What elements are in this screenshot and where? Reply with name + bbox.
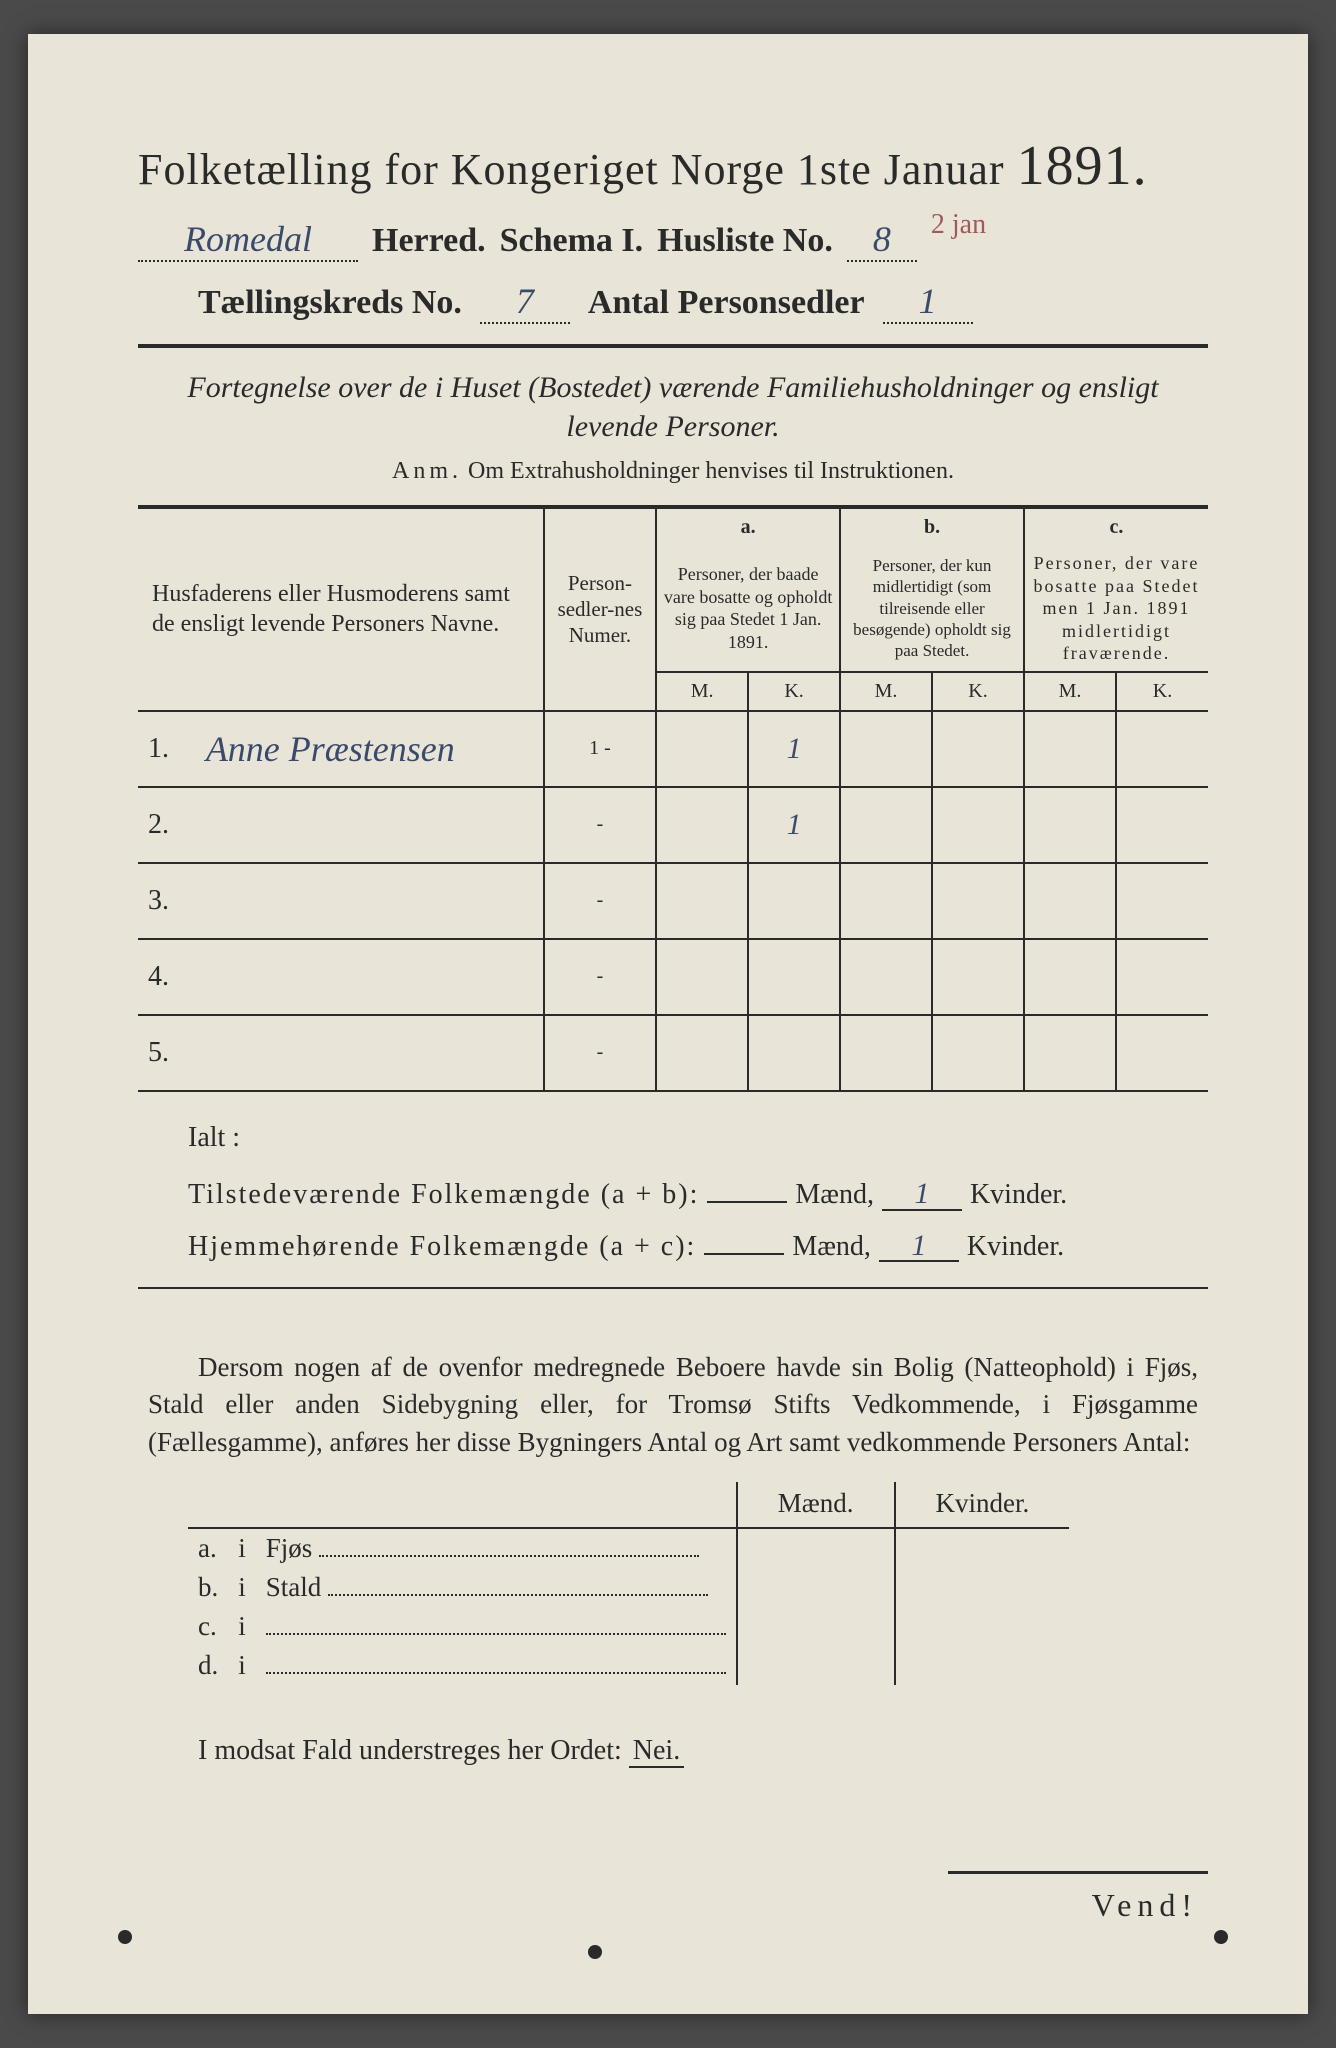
building-paragraph: Dersom nogen af de ovenfor medregnede Be…	[148, 1349, 1198, 1462]
title-year: 1891.	[1017, 135, 1148, 197]
herred-value: Romedal	[184, 219, 312, 259]
antal-value: 1	[919, 281, 937, 321]
th-c-m: M.	[1024, 672, 1116, 711]
anm-text: Om Extrahusholdninger henvises til Instr…	[468, 458, 954, 484]
kreds-value: 7	[516, 281, 534, 321]
husliste-label: Husliste No.	[657, 222, 833, 260]
main-title: Folketælling for Kongeriget Norge 1ste J…	[138, 134, 1208, 198]
vend-label: Vend!	[1092, 1887, 1198, 1924]
building-row: c.i	[188, 1607, 1069, 1646]
th-b-k: K.	[932, 672, 1024, 711]
th-a-text: Personer, der baade vare bosatte og opho…	[656, 546, 840, 672]
herred-label: Herred.	[372, 222, 486, 260]
anm-label: Anm.	[392, 458, 462, 484]
vend-rule	[948, 1871, 1208, 1874]
th-c-label: c.	[1024, 507, 1208, 546]
building-row: a.iFjøs	[188, 1528, 1069, 1568]
th-a-label: a.	[656, 507, 840, 546]
divider	[138, 344, 1208, 348]
nei-word: Nei.	[629, 1735, 684, 1768]
kreds-label: Tællingskreds No.	[198, 284, 462, 322]
punch-hole	[588, 1945, 602, 1959]
title-text: Folketælling for Kongeriget Norge 1ste J…	[138, 145, 1005, 194]
kreds-line: Tællingskreds No. 7 Antal Personsedler 1	[138, 280, 1208, 324]
antal-label: Antal Personsedler	[588, 284, 865, 322]
kvinder-label: Kvinder.	[970, 1179, 1067, 1211]
table-row: 3.-	[138, 863, 1208, 939]
th-c-text: Personer, der vare bosatte paa Stedet me…	[1024, 546, 1208, 672]
husliste-annotation: 2 jan	[931, 209, 986, 241]
th-b-text: Personer, der kun midlertidigt (som tilr…	[840, 546, 1024, 672]
ialt-label: Ialt :	[188, 1122, 1208, 1154]
th-c-k: K.	[1116, 672, 1208, 711]
table-row: 5.-	[138, 1015, 1208, 1091]
th-b-label: b.	[840, 507, 1024, 546]
bld-maend: Mænd.	[737, 1482, 895, 1528]
tot1-k: 1	[882, 1177, 962, 1211]
totals-line-2: Hjemmehørende Folkemængde (a + c): Mænd,…	[188, 1221, 1208, 1263]
th-b-m: M.	[840, 672, 932, 711]
nei-text: I modsat Fald understreges her Ordet:	[198, 1735, 622, 1766]
tot1-m	[707, 1170, 787, 1204]
table-row: 4.-	[138, 939, 1208, 1015]
buildings-table: Mænd. Kvinder. a.iFjøs b.iStald c.i d.i	[188, 1482, 1069, 1685]
table-row: 1.Anne Præstensen1 -1	[138, 711, 1208, 787]
husliste-field: 8	[847, 218, 917, 262]
tot2-m	[704, 1221, 784, 1255]
bld-kvinder: Kvinder.	[895, 1482, 1070, 1528]
building-row: b.iStald	[188, 1568, 1069, 1607]
husliste-value: 8	[873, 219, 891, 259]
building-row: d.i	[188, 1646, 1069, 1685]
maend-label-2: Mænd,	[792, 1231, 871, 1263]
maend-label: Mænd,	[795, 1179, 874, 1211]
th-a-k: K.	[748, 672, 840, 711]
kvinder-label-2: Kvinder.	[967, 1231, 1064, 1263]
tot2-label: Hjemmehørende Folkemængde (a + c):	[188, 1231, 696, 1263]
punch-hole	[118, 1930, 132, 1944]
herred-field: Romedal	[138, 218, 358, 262]
census-form: Folketælling for Kongeriget Norge 1ste J…	[28, 34, 1308, 2014]
schema-label: Schema I.	[500, 222, 644, 260]
census-table: Husfaderens eller Husmoderens samt de en…	[138, 505, 1208, 1092]
table-row: 2.-1	[138, 787, 1208, 863]
divider-2	[138, 1287, 1208, 1289]
th-a-m: M.	[656, 672, 748, 711]
subtitle: Fortegnelse over de i Huset (Bostedet) v…	[178, 368, 1168, 446]
tot1-label: Tilstedeværende Folkemængde (a + b):	[188, 1179, 699, 1211]
punch-hole	[1214, 1930, 1228, 1944]
totals-line-1: Tilstedeværende Folkemængde (a + b): Mæn…	[188, 1170, 1208, 1212]
antal-field: 1	[883, 280, 973, 324]
th-numer: Person-sedler-nes Numer.	[544, 507, 656, 711]
herred-line: Romedal Herred. Schema I. Husliste No. 8…	[138, 218, 1208, 262]
tot2-k: 1	[879, 1229, 959, 1263]
kreds-field: 7	[480, 280, 570, 324]
nei-line: I modsat Fald understreges her Ordet: Ne…	[198, 1735, 1208, 1767]
anm-note: Anm. Om Extrahusholdninger henvises til …	[138, 458, 1208, 485]
th-name: Husfaderens eller Husmoderens samt de en…	[138, 507, 544, 711]
